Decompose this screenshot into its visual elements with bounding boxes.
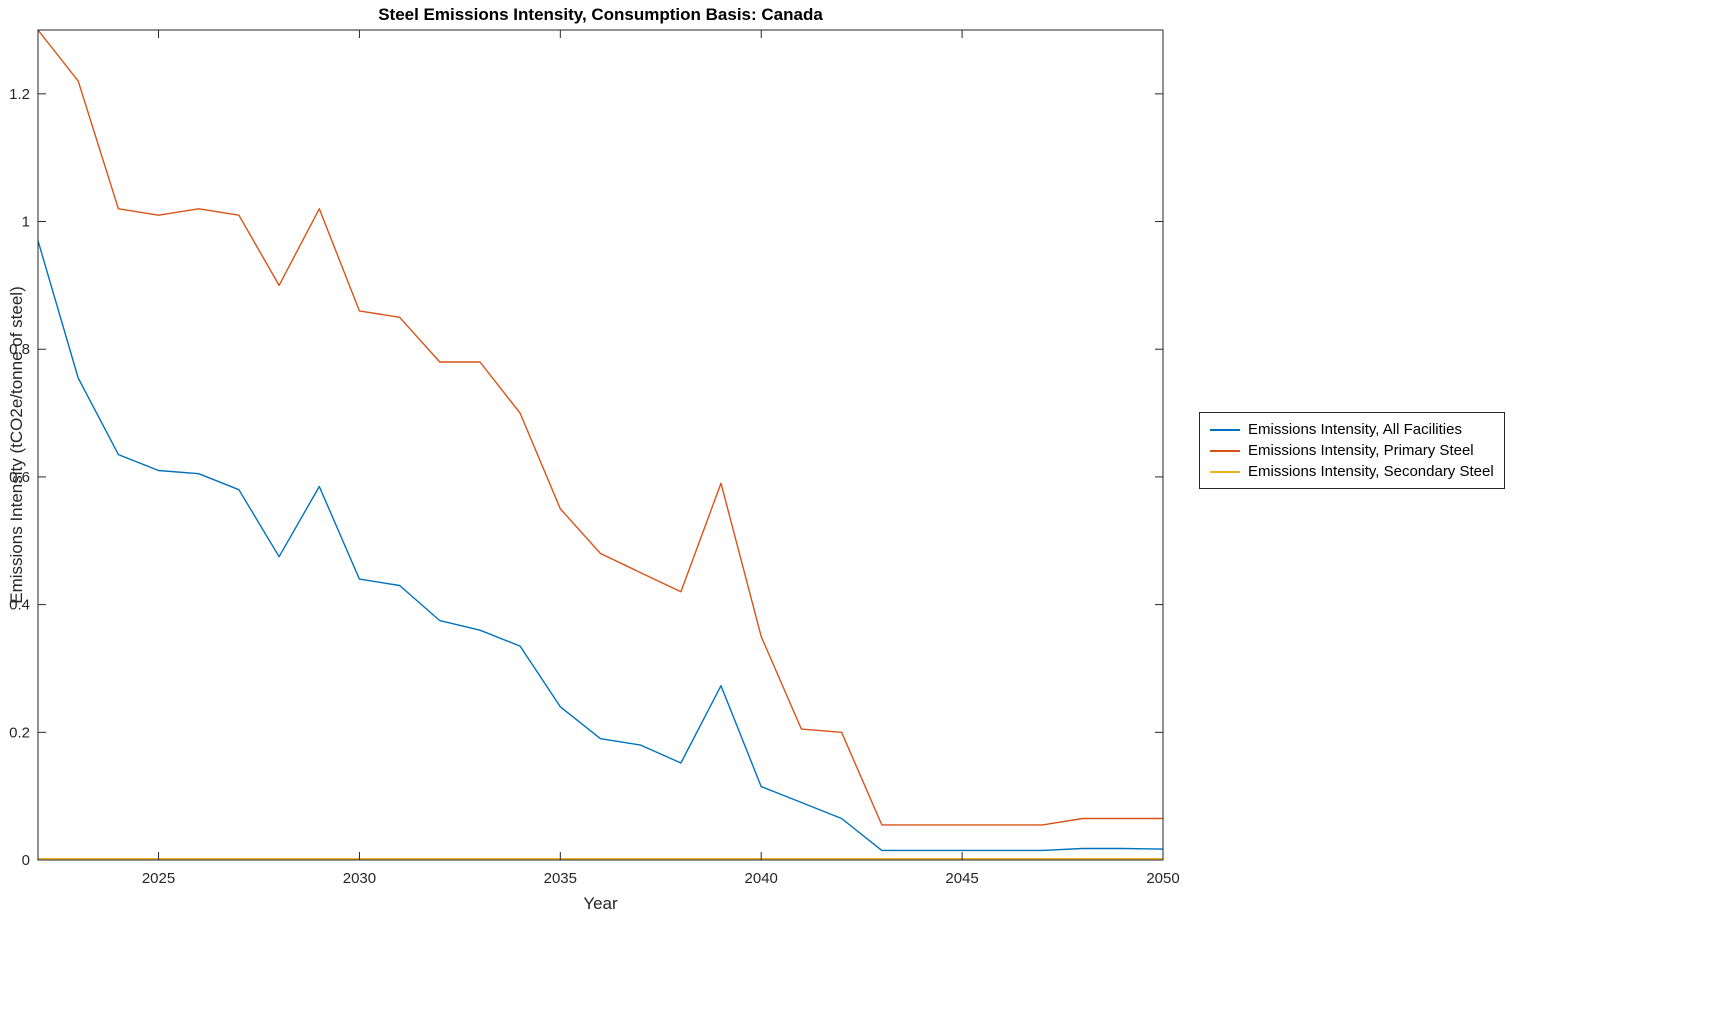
- series-line-0: [37, 240, 1164, 852]
- legend-line-sample-all-facilities: [1210, 428, 1240, 431]
- x-axis-label: Year: [583, 894, 618, 913]
- y-tick-label: 0.8: [9, 341, 30, 358]
- legend-item: Emissions Intensity, All Facilities: [1206, 419, 1494, 440]
- legend-label: Emissions Intensity, Secondary Steel: [1248, 463, 1494, 480]
- y-tick-label: 0: [22, 852, 30, 869]
- legend-line-sample-primary-steel: [1210, 449, 1240, 452]
- series-line-1: [37, 29, 1163, 826]
- chart-title: Steel Emissions Intensity, Consumption B…: [378, 5, 823, 24]
- x-axis-ticks: 2025 2030 2035 2040 2045 2050: [142, 30, 1180, 887]
- legend-item: Emissions Intensity, Primary Steel: [1206, 440, 1494, 461]
- y-tick-label: 0.4: [9, 597, 30, 614]
- series-lines: [37, 29, 1164, 860]
- legend-label: Emissions Intensity, Primary Steel: [1248, 442, 1474, 459]
- x-tick-label: 2045: [945, 870, 978, 887]
- legend-line-sample-secondary-steel: [1210, 470, 1240, 473]
- y-tick-label: 1: [22, 214, 30, 231]
- x-tick-label: 2040: [745, 870, 778, 887]
- x-tick-label: 2035: [544, 870, 577, 887]
- legend-label: Emissions Intensity, All Facilities: [1248, 421, 1462, 438]
- y-tick-label: 0.2: [9, 724, 30, 741]
- y-axis-ticks: 0 0.2 0.4 0.6 0.8 1 1.2: [9, 86, 1163, 869]
- x-tick-label: 2050: [1146, 870, 1179, 887]
- legend-item: Emissions Intensity, Secondary Steel: [1206, 461, 1494, 482]
- x-tick-label: 2025: [142, 870, 175, 887]
- axes-box: [37, 29, 1164, 861]
- x-tick-label: 2030: [343, 870, 376, 887]
- y-tick-label: 1.2: [9, 86, 30, 103]
- y-axis-label: Emissions Intensity (tCO2e/tonne of stee…: [7, 286, 26, 604]
- y-tick-label: 0.6: [9, 469, 30, 486]
- plot-background: [38, 30, 1163, 860]
- legend: Emissions Intensity, All Facilities Emis…: [1199, 412, 1505, 489]
